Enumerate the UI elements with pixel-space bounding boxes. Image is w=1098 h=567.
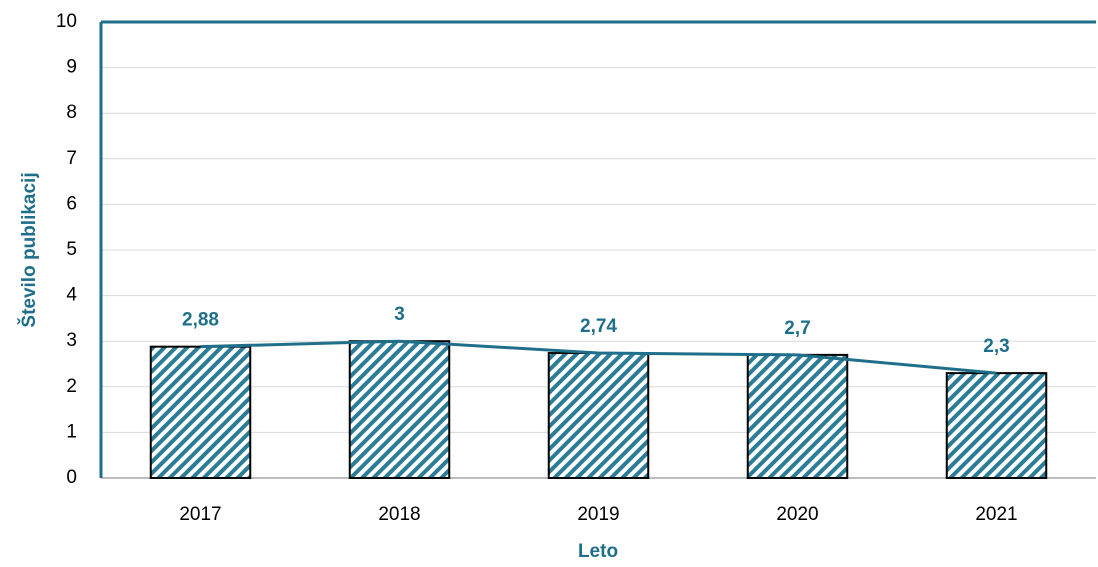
y-tick-label: 3	[66, 330, 77, 351]
data-label: 2,74	[580, 316, 617, 337]
bar	[746, 353, 849, 480]
bar	[547, 352, 650, 479]
y-tick-label: 7	[66, 148, 77, 169]
y-tick-label: 4	[66, 285, 77, 306]
data-label: 2,88	[182, 310, 219, 331]
y-tick-label: 6	[66, 193, 77, 214]
trend-line	[200, 339, 997, 375]
y-tick-label: 5	[66, 239, 77, 260]
bar	[149, 345, 252, 479]
y-tick-label: 9	[66, 57, 77, 78]
data-label: 3	[394, 304, 405, 325]
x-axis-title: Leto	[578, 541, 618, 562]
data-label: 2,7	[784, 318, 810, 339]
y-tick-label: 10	[56, 11, 77, 32]
y-tick-label: 2	[66, 376, 77, 397]
x-tick-label: 2017	[179, 504, 221, 525]
y-tick-label: 8	[66, 102, 77, 123]
bar	[945, 372, 1048, 479]
x-tick-label: 2019	[577, 504, 619, 525]
x-tick-label: 2021	[975, 504, 1017, 525]
y-tick-label: 1	[66, 421, 77, 442]
bar	[348, 340, 451, 480]
y-tick-label: 0	[66, 467, 77, 488]
y-axis-title: Število publikacij	[18, 172, 40, 327]
x-tick-label: 2020	[776, 504, 818, 525]
data-label: 2,3	[983, 336, 1009, 357]
x-tick-label: 2018	[378, 504, 420, 525]
